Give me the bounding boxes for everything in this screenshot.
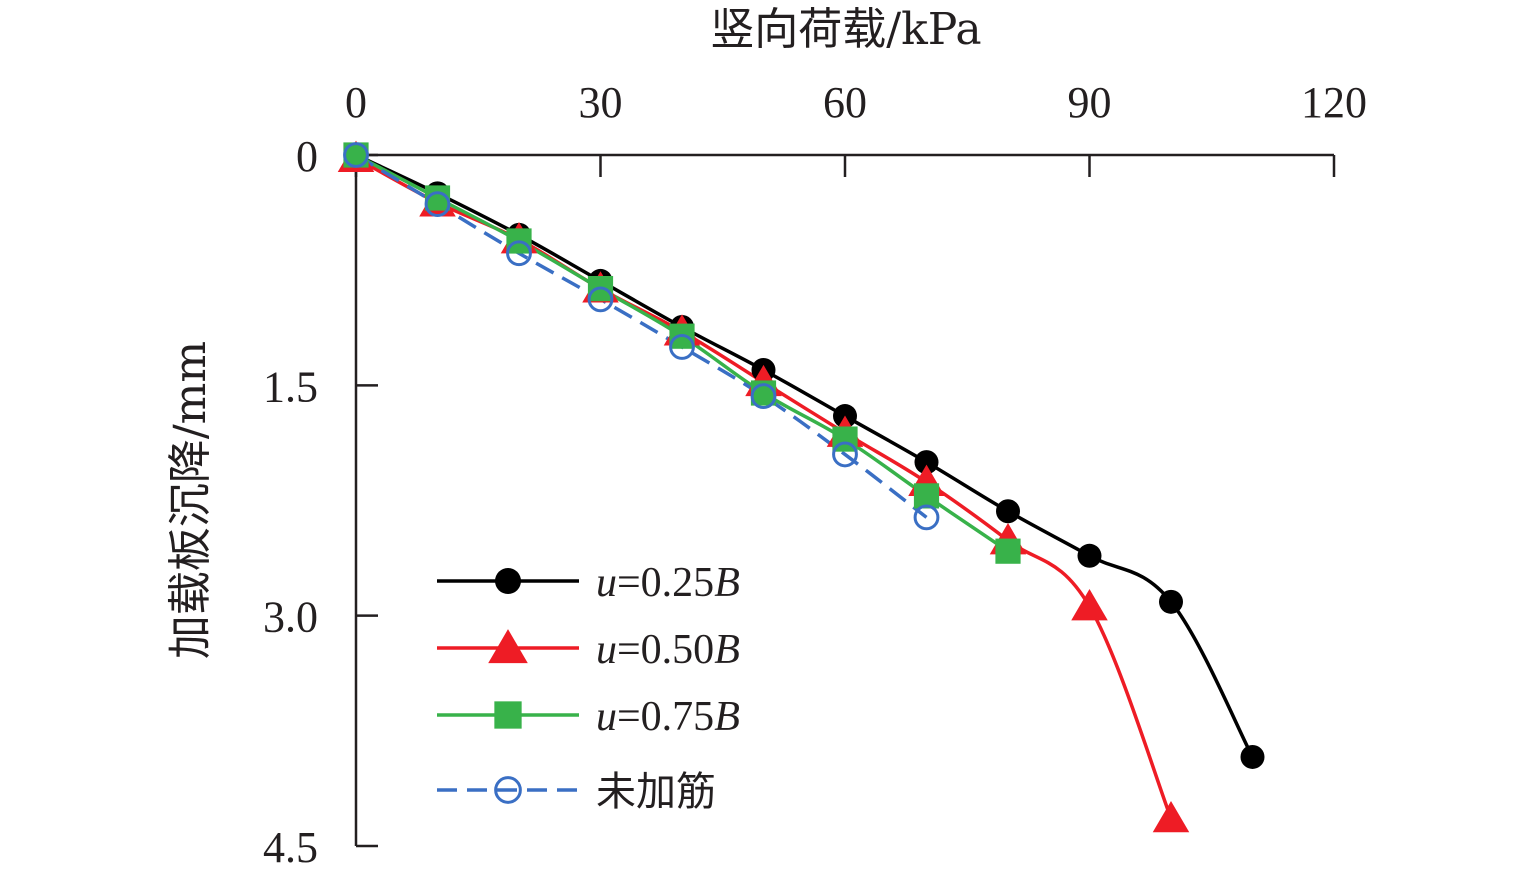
data-point-square <box>995 538 1021 564</box>
data-point-open-circle <box>343 142 369 168</box>
data-point-triangle <box>1152 800 1190 833</box>
data-point-open-circle <box>913 504 940 531</box>
y-tick-label: 1.5 <box>263 362 318 411</box>
legend-label-var: u <box>596 627 617 673</box>
data-point-circle <box>996 499 1020 524</box>
axes: 0 30 60 90 120 0 1.5 3.0 4.5 <box>263 78 1367 872</box>
legend-label: u=0.25B <box>596 560 740 606</box>
legend-label-var: u <box>596 694 617 740</box>
legend-label-value: =0.25 <box>617 560 714 606</box>
data-point-open-circle <box>587 286 614 313</box>
data-point-open-circle <box>494 776 522 804</box>
data-point-open-circle <box>750 383 777 409</box>
data-point-open-circle <box>669 334 695 360</box>
data-point-square <box>913 483 940 509</box>
y-tick-label: 3.0 <box>263 593 318 642</box>
x-tick-label: 0 <box>345 78 367 127</box>
series-line-1 <box>355 156 1173 819</box>
legend-label-var: u <box>596 560 617 606</box>
legend-label-value: =0.75 <box>617 694 714 740</box>
data-point-open-circle <box>424 191 451 218</box>
data-point-circle <box>1240 744 1265 769</box>
legend-label-suffix: B <box>714 627 740 673</box>
data-point-triangle <box>488 629 528 664</box>
data-point-open-circle <box>506 240 532 267</box>
x-axis-title: 竖向荷载/kPa <box>710 4 981 55</box>
x-tick-label: 90 <box>1068 78 1112 127</box>
legend-label: u=0.75B <box>596 694 740 740</box>
legend-label-suffix: B <box>714 694 740 740</box>
legend-label: u=0.50B <box>596 627 740 673</box>
series-lines <box>355 153 1255 819</box>
data-point-circle <box>495 568 521 594</box>
legend-label: 未加筋 <box>596 769 716 815</box>
legend-label-value: =0.50 <box>617 627 714 673</box>
x-tick-label: 120 <box>1301 78 1367 127</box>
y-tick-label: 0 <box>296 132 318 181</box>
data-point-square <box>494 701 522 729</box>
data-point-circle <box>1159 589 1183 614</box>
data-point-circle <box>914 450 939 475</box>
data-point-circle <box>1077 543 1102 568</box>
data-point-triangle <box>1071 589 1108 621</box>
series-markers <box>337 140 1265 833</box>
legend-label-suffix: B <box>714 560 740 606</box>
x-tick-label: 60 <box>823 78 867 127</box>
x-tick-label: 30 <box>579 78 623 127</box>
data-point-open-circle <box>832 441 858 468</box>
y-tick-label: 4.5 <box>263 823 318 872</box>
y-axis-title: 加载板沉降/mm <box>165 341 216 659</box>
